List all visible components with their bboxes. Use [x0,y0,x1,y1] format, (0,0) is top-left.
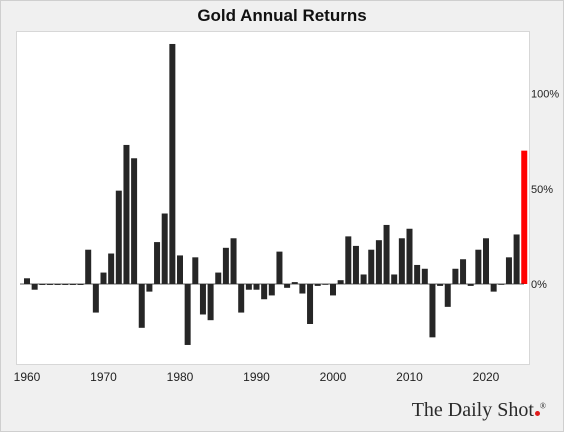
bar-2019 [475,249,482,284]
bar-1994 [284,284,291,288]
x-tick-label-1960: 1960 [14,370,41,384]
watermark-text: The Daily Shot [411,399,534,421]
bar-2016 [452,268,459,284]
bar-1988 [238,284,245,313]
bar-1981 [184,284,191,345]
bar-2000 [330,284,336,296]
bar-2017 [460,259,467,284]
bar-2006 [375,240,382,284]
bar-1972 [115,190,122,284]
bar-2011 [414,264,421,284]
bar-2010 [406,228,413,284]
bar-2012 [421,268,428,284]
watermark-registered-mark: ® [539,401,546,411]
bar-1977 [154,242,161,284]
bar-2008 [391,274,398,284]
bar-1983 [199,284,206,315]
bar-1963 [46,284,53,285]
bar-2002 [345,236,352,285]
bar-1989 [245,284,252,290]
bar-2005 [368,249,375,284]
bar-1984 [207,284,214,321]
y-tick-label-0: 0% [531,279,547,291]
bar-2007 [383,224,390,284]
bar-2020 [483,238,489,284]
bar-1976 [146,284,153,292]
watermark-red-dot [534,411,540,416]
x-tick-label-1970: 1970 [90,370,117,384]
bar-2015 [444,284,451,307]
bar-1986 [222,247,229,284]
bar-1982 [192,257,199,284]
bar-1962 [39,284,46,285]
bar-2003 [352,245,359,284]
bar-1985 [215,272,222,284]
bar-1980 [177,255,183,284]
plot-area [16,31,530,365]
bar-1970 [100,272,107,284]
bar-1979 [169,43,176,284]
x-tick-label-2000: 2000 [320,370,347,384]
bar-1990 [253,284,260,290]
watermark-logo: The Daily Shot ® [412,399,546,422]
bar-1965 [62,284,69,285]
bar-1998 [314,284,321,286]
bar-1969 [92,284,99,313]
bar-1991 [261,284,268,300]
bar-1973 [123,144,130,284]
bar-2013 [429,284,436,338]
bar-1961 [31,284,38,290]
chart-title: Gold Annual Returns [197,6,367,25]
bar-1987 [230,238,237,284]
bar-2024 [513,234,520,284]
y-tick-label-100: 100% [531,89,559,101]
bar-2009 [398,238,405,284]
bar-1975 [138,284,145,328]
bar-2018 [467,284,474,286]
bar-2021 [490,284,497,292]
x-tick-label-1990: 1990 [243,370,270,384]
bar-1974 [131,158,138,284]
bar-2014 [437,284,444,286]
x-tick-label-2010: 2010 [396,370,423,384]
bar-1971 [108,253,115,284]
x-tick-label-1980: 1980 [167,370,194,384]
bar-2004 [360,274,367,284]
bar-1967 [77,284,84,285]
bar-1960 [24,278,30,284]
y-tick-label-50: 50% [531,184,553,196]
bar-1993 [276,251,283,284]
bar-1992 [268,284,275,296]
bar-1966 [69,284,76,285]
bar-2001 [337,280,344,284]
bar-1995 [291,282,298,284]
bar-1997 [307,284,314,324]
bar-2025 [521,150,528,284]
bar-1964 [54,284,61,285]
bar-1968 [85,249,92,284]
x-tick-label-2020: 2020 [473,370,500,384]
bar-2023 [505,257,512,284]
bar-1996 [299,284,306,294]
bar-1978 [161,213,168,284]
